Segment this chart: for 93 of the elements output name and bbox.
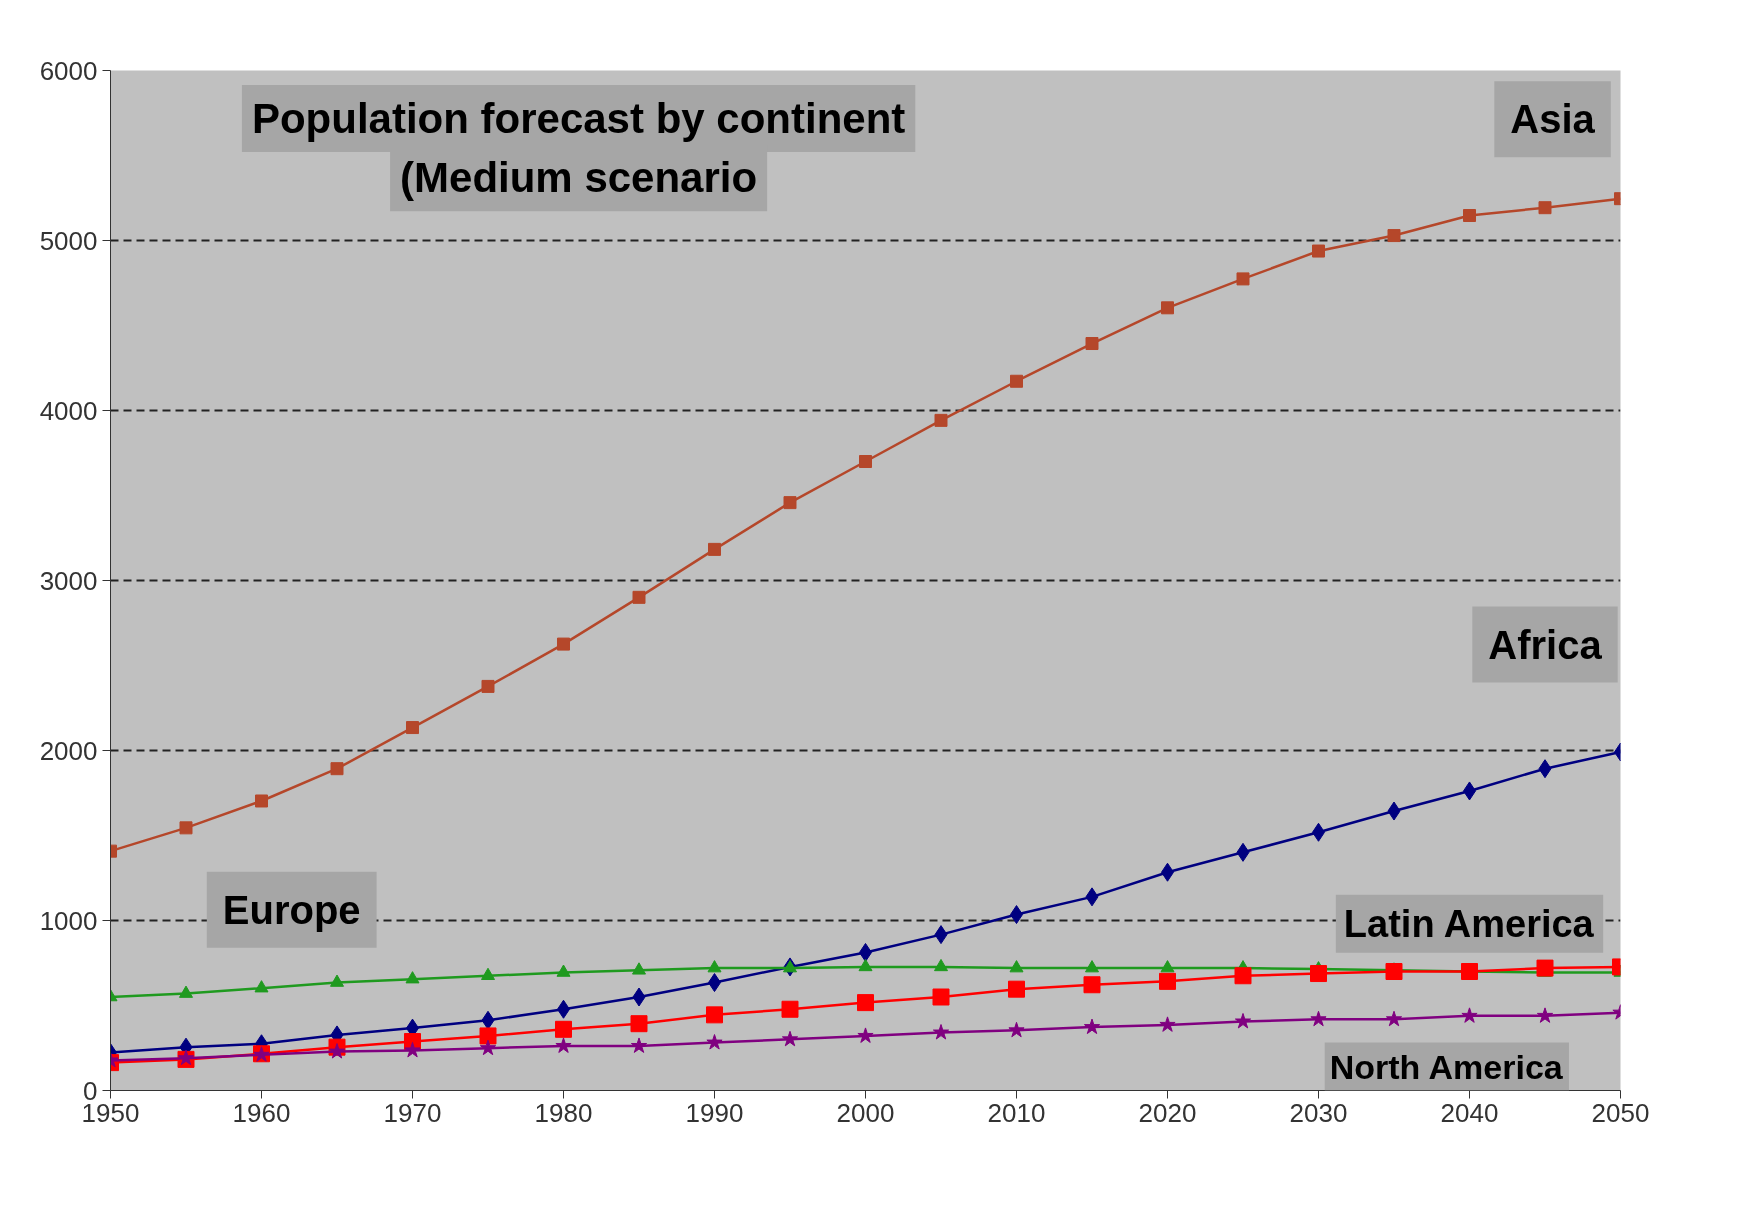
point (1385, 1010, 1403, 1027)
point (859, 455, 872, 468)
point (405, 971, 420, 984)
point (481, 679, 495, 693)
point (632, 962, 646, 975)
point (555, 1037, 572, 1053)
x-tick-label: 2000 (836, 1097, 895, 1128)
point (254, 980, 269, 993)
point (858, 958, 873, 972)
point (1234, 1012, 1252, 1029)
point (330, 762, 344, 776)
point (934, 413, 948, 427)
series-label: Europe (222, 887, 361, 932)
point (1312, 244, 1325, 258)
point (555, 1020, 572, 1038)
series-label: Africa (1488, 622, 1603, 667)
point (630, 1037, 648, 1053)
x-tick-label: 2030 (1289, 1097, 1348, 1128)
point (479, 1027, 497, 1045)
series-label: Latin America (1343, 902, 1595, 945)
point (707, 960, 722, 973)
point (934, 958, 948, 972)
point (481, 1010, 495, 1030)
point (1538, 759, 1552, 779)
y-tick-label: 3000 (39, 565, 98, 596)
text: Population forecast by continent (Medium scenario (251, 95, 906, 202)
point (1387, 801, 1401, 821)
point (632, 987, 646, 1007)
point (406, 721, 419, 735)
point (781, 1000, 799, 1018)
point (1085, 887, 1099, 907)
x-tick-label: 1960 (232, 1097, 291, 1128)
point (934, 925, 948, 945)
x-tick-label: 1980 (534, 1097, 593, 1128)
point (706, 1034, 723, 1050)
point (1536, 959, 1554, 977)
x-tick-label: 2050 (1591, 1097, 1650, 1128)
point (404, 1041, 421, 1058)
point (328, 1043, 346, 1059)
point (255, 794, 268, 808)
point (1387, 229, 1401, 243)
point (706, 1006, 723, 1024)
point (1083, 1018, 1101, 1035)
point (857, 1027, 874, 1043)
point (1085, 960, 1099, 973)
y-tick-label: 4000 (39, 395, 98, 426)
point (1008, 980, 1025, 998)
point (1009, 960, 1024, 973)
point (1159, 972, 1176, 990)
point (1385, 963, 1403, 980)
x-tick-label: 1970 (383, 1097, 442, 1128)
x-tick-label: 2020 (1138, 1097, 1197, 1128)
x-tick-label: 1990 (685, 1097, 744, 1128)
series-label: North America (1329, 1047, 1564, 1086)
point (1085, 337, 1099, 351)
point (932, 988, 950, 1006)
point (481, 967, 495, 980)
point (1010, 374, 1023, 388)
point (179, 985, 193, 998)
x-tick-label: 2010 (987, 1097, 1046, 1128)
point (781, 1030, 799, 1047)
point (1083, 976, 1101, 994)
point (783, 960, 797, 973)
point (330, 974, 344, 987)
point (932, 1024, 950, 1040)
y-tick-label: 2000 (39, 735, 98, 766)
point (1236, 272, 1250, 286)
point (1159, 1016, 1176, 1032)
point (1461, 963, 1478, 980)
point (708, 542, 721, 556)
point (1236, 842, 1250, 862)
point (1008, 1021, 1025, 1038)
point (1536, 1007, 1554, 1023)
y-tick-label: 1000 (39, 905, 98, 936)
point (1160, 960, 1175, 973)
point (1463, 209, 1476, 223)
point (1234, 967, 1252, 985)
x-tick-label: 2040 (1440, 1097, 1499, 1128)
y-tick-label: 6000 (39, 55, 98, 86)
point (479, 1039, 497, 1056)
point (630, 1015, 648, 1033)
point (1310, 1010, 1327, 1027)
point (1161, 301, 1174, 315)
point (1461, 1007, 1478, 1023)
point (557, 637, 570, 651)
y-tick-label: 5000 (39, 225, 98, 256)
point (632, 590, 646, 604)
point (179, 821, 193, 835)
point (1538, 201, 1552, 215)
point (783, 496, 797, 510)
series-label: Asia (1510, 97, 1596, 142)
point (857, 994, 874, 1012)
point (556, 964, 571, 977)
